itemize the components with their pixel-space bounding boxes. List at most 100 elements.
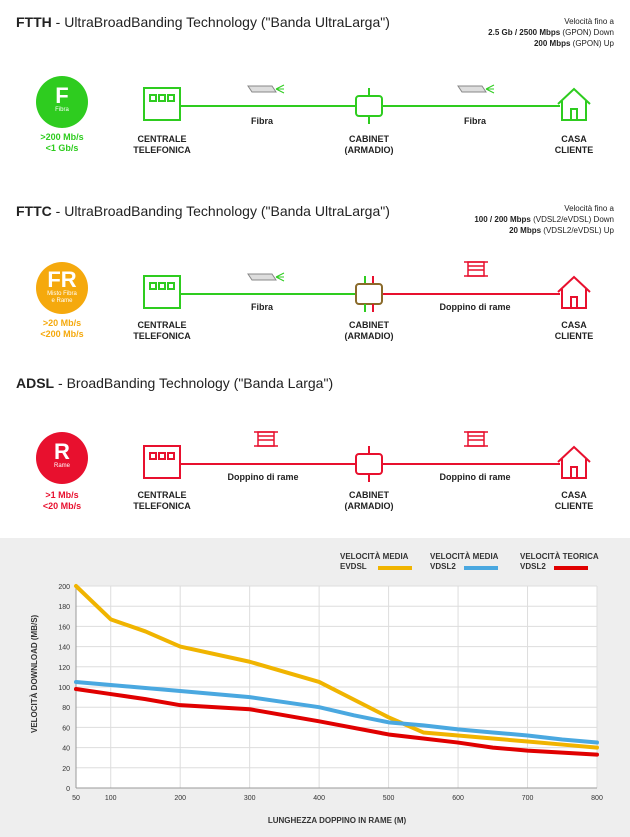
- adsl-cabinet-icon: [355, 446, 383, 482]
- legend-vdsl2-avg: VELOCITÀ MEDIA VDSL2: [430, 552, 498, 572]
- fttc-node1-line1: CENTRALE: [137, 320, 187, 330]
- series-vdsl2-avg-line: [74, 679, 599, 745]
- ftth-cabinet-icon: [355, 88, 383, 124]
- fttc-node1-line2: TELEFONICA: [133, 331, 191, 341]
- legend-vdsl2-theory: VELOCITÀ TEORICA VDSL2: [520, 552, 599, 572]
- fttc-speed-line2-rest: (VDSL2/eVDSL) Down: [530, 215, 614, 224]
- legend-evdsl-swatch: [378, 566, 412, 570]
- ftth-speed-line1: Velocità fino a: [564, 17, 614, 26]
- fttc-node-home-label: CASA CLIENTE: [529, 320, 619, 342]
- speed-chart: VELOCITÀ MEDIA EVDSL VELOCITÀ MEDIA VDSL…: [0, 538, 630, 837]
- fttc-badge-sub2: e Rame: [51, 298, 73, 304]
- fttc-speed-line3-bold: 20 Mbps: [509, 226, 542, 235]
- legend-evdsl: VELOCITÀ MEDIA EVDSL: [340, 552, 408, 572]
- ftth-node2-line2: (ARMADIO): [344, 145, 394, 155]
- legend-vdsl2-theory-line2: VDSL2: [520, 562, 546, 571]
- adsl-node1-line1: CENTRALE: [137, 490, 187, 500]
- fttc-node2-line2: (ARMADIO): [344, 331, 394, 341]
- ftth-badge: F Fibra: [36, 76, 88, 128]
- x-axis-label: LUNGHEZZA DOPPINO IN RAME (M): [267, 816, 407, 825]
- fttc-rate-line1: >20 Mb/s: [42, 318, 82, 328]
- fttc-badge: FR Misto Fibra e Rame: [36, 262, 88, 314]
- fttc-speed-line2: 100 / 200 Mbps (VDSL2/eVDSL) Down: [474, 214, 614, 225]
- fttc-exchange-building-icon: [143, 275, 181, 309]
- series-vdsl2-theory-line: [74, 687, 599, 757]
- ftth-exchange-building-icon: [143, 87, 181, 121]
- x-tick-label: 200: [174, 795, 186, 802]
- fttc-node2-line1: CABINET: [349, 320, 389, 330]
- ftth-speed-line3-rest: (GPON) Up: [570, 39, 614, 48]
- ftth-node-cabinet-label: CABINET (ARMADIO): [324, 134, 414, 156]
- ftth-rate-line2: <1 Gb/s: [45, 143, 79, 153]
- adsl-copper-spool-icon-1: [254, 431, 278, 447]
- ftth-fiber-cable-icon-1: [247, 84, 285, 94]
- legend-vdsl2-avg-line1: VELOCITÀ MEDIA: [430, 552, 499, 561]
- adsl-link1-label: Doppino di rame: [227, 472, 299, 482]
- y-tick-label: 60: [62, 725, 70, 732]
- fttc-link2-label: Doppino di rame: [439, 302, 511, 312]
- x-tick-label: 500: [383, 795, 395, 802]
- adsl-node3-line2: CLIENTE: [554, 501, 594, 511]
- y-tick-label: 100: [58, 685, 70, 692]
- fttc-title-bold: FTTC: [16, 203, 52, 219]
- fttc-house-icon: [557, 275, 591, 309]
- ftth-node2-line1: CABINET: [349, 134, 389, 144]
- adsl-node2-line1: CABINET: [349, 490, 389, 500]
- ftth-badge-sub: Fibra: [55, 107, 69, 113]
- fttc-node-exchange-label: CENTRALE TELEFONICA: [117, 320, 207, 342]
- adsl-house-icon: [557, 445, 591, 479]
- ftth-house-icon: [557, 87, 591, 121]
- fttc-badge-sub1: Misto Fibra: [47, 291, 77, 297]
- adsl-node3-line1: CASA: [561, 490, 587, 500]
- legend-evdsl-line1: VELOCITÀ MEDIA: [340, 552, 409, 561]
- legend-evdsl-line2: EVDSL: [340, 562, 367, 571]
- fttc-speed-info: Velocità fino a 100 / 200 Mbps (VDSL2/eV…: [474, 203, 614, 236]
- adsl-rate: >1 Mb/s <20 Mb/s: [27, 490, 97, 512]
- fttc-rate-line2: <200 Mb/s: [40, 329, 84, 339]
- fttc-node3-line1: CASA: [561, 320, 587, 330]
- adsl-copper-spool-icon-2: [464, 431, 488, 447]
- y-tick-label: 40: [62, 746, 70, 753]
- fttc-node3-line2: CLIENTE: [554, 331, 594, 341]
- fttc-speed-line1: Velocità fino a: [564, 204, 614, 213]
- fttc-link1-label: Fibra: [250, 302, 273, 312]
- legend-vdsl2-theory-swatch: [554, 566, 588, 570]
- ftth-fiber-cable-icon-2: [457, 84, 495, 94]
- ftth-title-rest: - UltraBroadBanding Technology ("Banda U…: [51, 14, 390, 30]
- ftth-node1-line1: CENTRALE: [137, 134, 187, 144]
- fttc-title-rest: - UltraBroadBanding Technology ("Banda U…: [51, 203, 390, 219]
- ftth-badge-letter: F: [55, 83, 69, 108]
- ftth-speed-line2-bold: 2.5 Gb / 2500 Mbps: [488, 28, 561, 37]
- y-tick-label: 0: [66, 786, 70, 793]
- fttc-title: FTTC - UltraBroadBanding Technology ("Ba…: [16, 203, 390, 219]
- ftth-diagram: [143, 84, 591, 124]
- adsl-diagram: [143, 431, 591, 482]
- adsl-node-home-label: CASA CLIENTE: [529, 490, 619, 512]
- x-tick-label: 400: [313, 795, 325, 802]
- y-tick-label: 120: [58, 665, 70, 672]
- ftth-rate: >200 Mb/s <1 Gb/s: [27, 132, 97, 154]
- ftth-speed-info: Velocità fino a 2.5 Gb / 2500 Mbps (GPON…: [488, 16, 614, 49]
- fttc-speed-line2-bold: 100 / 200 Mbps: [474, 215, 531, 224]
- ftth-speed-line3-bold: 200 Mbps: [533, 39, 571, 48]
- fttc-copper-spool-icon: [464, 261, 488, 277]
- x-tick-label: 600: [452, 795, 464, 802]
- ftth-title-bold: FTTH: [16, 14, 52, 30]
- ftth-node1-line2: TELEFONICA: [133, 145, 191, 155]
- ftth-link2-label: Fibra: [463, 116, 486, 126]
- fttc-cabinet-icon: [355, 276, 383, 312]
- adsl-badge: R Rame: [36, 432, 88, 484]
- adsl-node1-line2: TELEFONICA: [133, 501, 191, 511]
- fttc-speed-line3-rest: (VDSL2/eVDSL) Up: [541, 226, 614, 235]
- legend-vdsl2-theory-line1: VELOCITÀ TEORICA: [520, 552, 599, 561]
- adsl-title-rest: - BroadBanding Technology ("Banda Larga"…: [54, 375, 334, 391]
- y-tick-label: 80: [62, 705, 70, 712]
- adsl-title: ADSL - BroadBanding Technology ("Banda L…: [16, 375, 333, 391]
- ftth-speed-line2: 2.5 Gb / 2500 Mbps (GPON) Down: [488, 27, 614, 38]
- fttc-node-cabinet-label: CABINET (ARMADIO): [324, 320, 414, 342]
- adsl-link2-label: Doppino di rame: [439, 472, 511, 482]
- adsl-node2-line2: (ARMADIO): [344, 501, 394, 511]
- adsl-node-cabinet-label: CABINET (ARMADIO): [324, 490, 414, 512]
- x-tick-label: 50: [72, 795, 80, 802]
- x-tick-label: 800: [591, 795, 603, 802]
